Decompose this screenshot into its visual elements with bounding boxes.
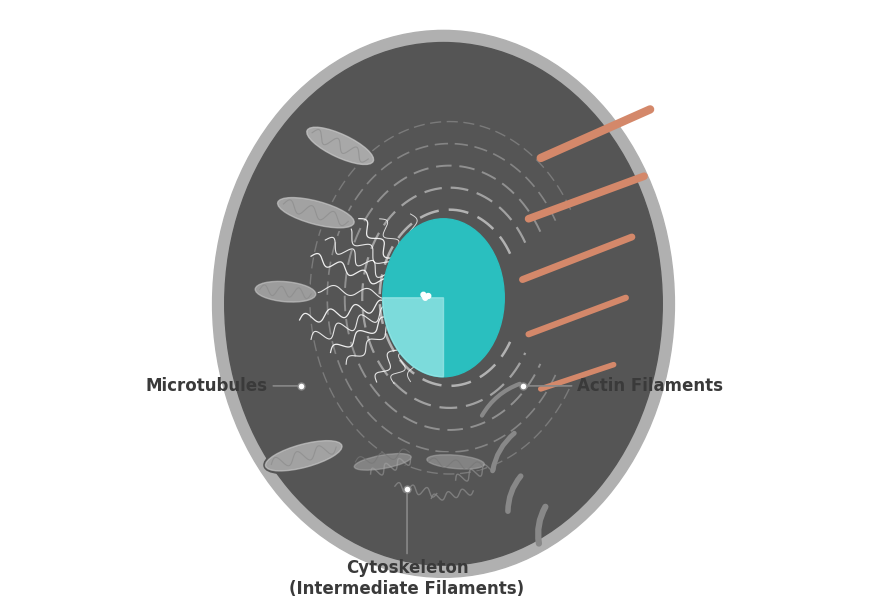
Text: Microtubules: Microtubules bbox=[145, 377, 298, 395]
Ellipse shape bbox=[224, 43, 662, 565]
Text: Actin Filaments: Actin Filaments bbox=[525, 377, 722, 395]
Ellipse shape bbox=[354, 454, 411, 470]
Ellipse shape bbox=[253, 278, 317, 305]
Ellipse shape bbox=[426, 455, 484, 469]
Ellipse shape bbox=[353, 452, 412, 472]
Ellipse shape bbox=[425, 453, 486, 471]
Ellipse shape bbox=[305, 125, 375, 167]
Circle shape bbox=[425, 294, 431, 298]
Ellipse shape bbox=[276, 195, 355, 230]
Circle shape bbox=[423, 295, 427, 300]
Ellipse shape bbox=[382, 219, 504, 377]
Ellipse shape bbox=[277, 197, 354, 228]
Ellipse shape bbox=[265, 441, 342, 471]
Ellipse shape bbox=[264, 438, 343, 473]
Text: Cytoskeleton
(Intermediate Filaments): Cytoskeleton (Intermediate Filaments) bbox=[289, 492, 524, 598]
Circle shape bbox=[421, 292, 425, 297]
Polygon shape bbox=[382, 298, 443, 377]
Ellipse shape bbox=[307, 127, 373, 164]
Ellipse shape bbox=[213, 30, 673, 577]
Ellipse shape bbox=[255, 281, 315, 302]
